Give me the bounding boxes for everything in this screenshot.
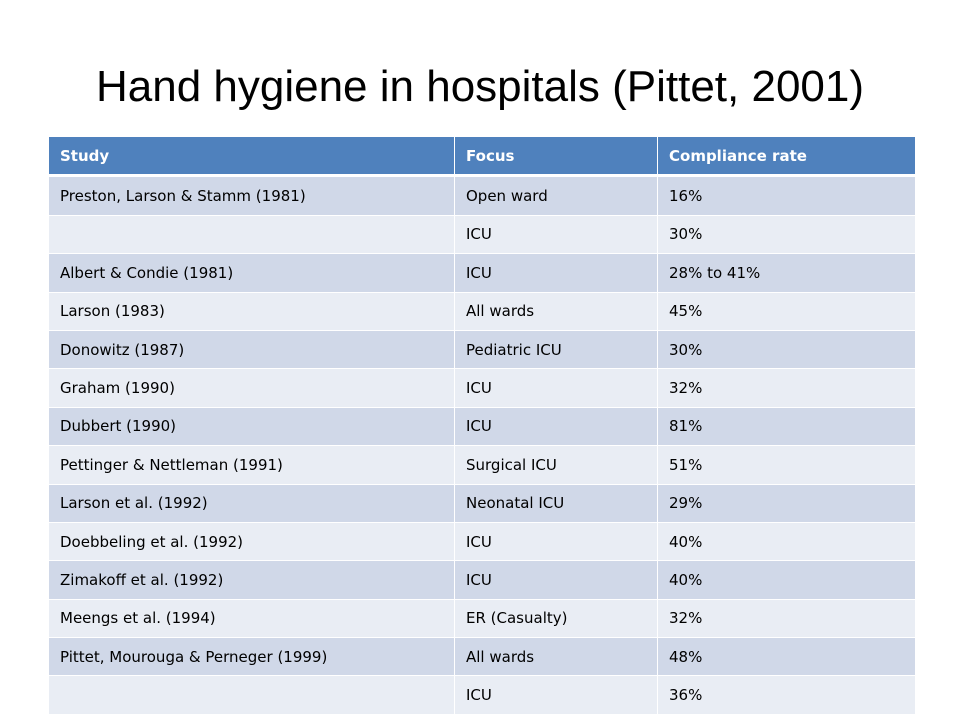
table-row: Zimakoff et al. (1992) ICU 40%: [48, 560, 916, 600]
focus-cell: ICU: [454, 675, 658, 715]
compliance-cell: 30%: [657, 329, 916, 370]
compliance-cell: 48%: [657, 637, 916, 677]
table-row: Larson et al. (1992) Neonatal ICU 29%: [48, 483, 916, 523]
study-cell: Pettinger & Nettleman (1991): [48, 445, 455, 485]
table-header-row: Study Focus Compliance rate: [48, 135, 916, 178]
focus-cell: ICU: [454, 368, 658, 408]
compliance-cell: 36%: [657, 675, 916, 715]
focus-cell: Open ward: [454, 175, 658, 216]
study-cell: Donowitz (1987): [48, 329, 455, 370]
study-cell: [48, 675, 455, 715]
table-row: Larson (1983) All wards 45%: [48, 291, 916, 331]
table-row: Preston, Larson & Stamm (1981) Open ward 1…: [48, 175, 916, 216]
compliance-cell: 16%: [657, 175, 916, 216]
focus-cell: ICU: [454, 406, 658, 447]
study-cell: Larson et al. (1992): [48, 483, 455, 523]
table-row: Meengs et al. (1994) ER (Casualty) 32%: [48, 598, 916, 639]
table-row: Pittet, Mourouga & Perneger (1999) All wa…: [48, 637, 916, 677]
study-cell: Pittet, Mourouga & Perneger (1999): [48, 637, 455, 677]
table-row: Dubbert (1990) ICU 81%: [48, 406, 916, 447]
study-cell: Doebbeling et al. (1992): [48, 521, 455, 562]
compliance-table: Study Focus Compliance rate Preston, Lar…: [48, 135, 916, 715]
table-row: Doebbeling et al. (1992) ICU 40%: [48, 521, 916, 562]
focus-cell: ER (Casualty): [454, 598, 658, 639]
header-compliance-rate: Compliance rate: [657, 135, 916, 178]
compliance-cell: 51%: [657, 445, 916, 485]
compliance-cell: 40%: [657, 521, 916, 562]
header-focus: Focus: [454, 135, 658, 178]
table-row: Pettinger & Nettleman (1991) Surgical ICU…: [48, 445, 916, 485]
compliance-cell: 45%: [657, 291, 916, 331]
focus-cell: ICU: [454, 253, 658, 293]
table-row: ICU 36%: [48, 675, 916, 715]
focus-cell: Surgical ICU: [454, 445, 658, 485]
study-cell: Preston, Larson & Stamm (1981): [48, 175, 455, 216]
focus-cell: ICU: [454, 560, 658, 600]
compliance-cell: 28% to 41%: [657, 253, 916, 293]
focus-cell: All wards: [454, 291, 658, 331]
study-cell: Larson (1983): [48, 291, 455, 331]
table-body: Preston, Larson & Stamm (1981) Open ward 1…: [48, 175, 916, 715]
focus-cell: ICU: [454, 521, 658, 562]
study-cell: [48, 214, 455, 255]
compliance-cell: 81%: [657, 406, 916, 447]
compliance-cell: 29%: [657, 483, 916, 523]
compliance-cell: 32%: [657, 598, 916, 639]
focus-cell: All wards: [454, 637, 658, 677]
header-study: Study: [48, 135, 455, 178]
slide-title: Hand hygiene in hospitals (Pittet, 2001): [95, 62, 865, 111]
study-cell: Zimakoff et al. (1992): [48, 560, 455, 600]
study-cell: Meengs et al. (1994): [48, 598, 455, 639]
study-cell: Albert & Condie (1981): [48, 253, 455, 293]
focus-cell: Neonatal ICU: [454, 483, 658, 523]
compliance-cell: 32%: [657, 368, 916, 408]
compliance-cell: 30%: [657, 214, 916, 255]
table-row: Albert & Condie (1981) ICU 28% to 41%: [48, 253, 916, 293]
table-row: Graham (1990) ICU 32%: [48, 368, 916, 408]
table-row: ICU 30%: [48, 214, 916, 255]
focus-cell: Pediatric ICU: [454, 329, 658, 370]
focus-cell: ICU: [454, 214, 658, 255]
study-cell: Dubbert (1990): [48, 406, 455, 447]
compliance-cell: 40%: [657, 560, 916, 600]
study-cell: Graham (1990): [48, 368, 455, 408]
table-row: Donowitz (1987) Pediatric ICU 30%: [48, 329, 916, 370]
